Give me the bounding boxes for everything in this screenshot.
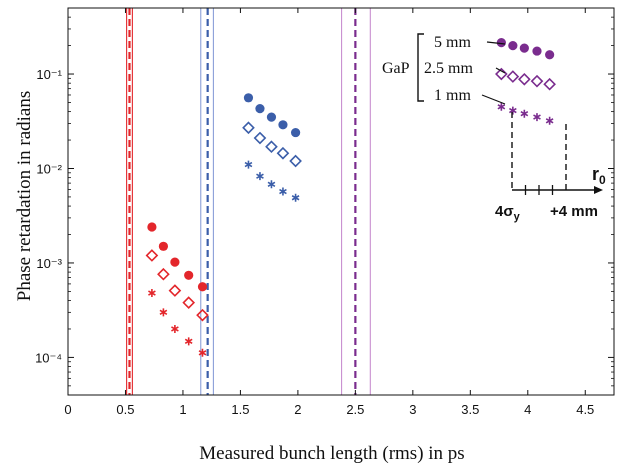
data-point-asterisk (497, 102, 506, 111)
data-point-dot (519, 43, 529, 53)
legend-pointer-2-5mm (495, 67, 506, 74)
x-tick-label: 1 (179, 402, 186, 417)
x-axis-title: Measured bunch length (rms) in ps (199, 443, 464, 464)
thickness-legend: GaP 5 mm 2.5 mm 1 mm (382, 33, 506, 105)
data-point-dot (532, 46, 542, 56)
data-point-diamond (289, 154, 302, 168)
data-point-diamond (530, 74, 544, 88)
data-point-dot (508, 40, 518, 51)
data-point-asterisk (159, 308, 168, 317)
data-point-dot (197, 282, 208, 292)
offset-label: +4 mm (550, 203, 598, 220)
x-tick-label: 1.5 (231, 402, 249, 417)
x-tick-label: 2 (294, 402, 301, 417)
data-point-dot (545, 50, 555, 60)
data-point-asterisk (291, 193, 300, 202)
y-tick-label: 10⁻¹ (36, 67, 62, 82)
data-point-dot (278, 120, 288, 130)
r0-label-sub: 0 (599, 173, 606, 187)
x-tick-label: 2.5 (346, 402, 364, 417)
r0-label-base: r (592, 164, 599, 184)
r0-arrow-head (594, 186, 603, 194)
x-tick-label: 0 (64, 402, 71, 417)
data-point-asterisk (256, 172, 264, 181)
data-point-asterisk (279, 187, 287, 196)
data-point-dot (184, 270, 194, 280)
data-point-diamond (196, 308, 209, 322)
r0-label: r0 (592, 164, 606, 187)
data-point-asterisk (545, 116, 554, 125)
x-tick-label: 4 (524, 402, 531, 417)
data-point-dot (290, 127, 301, 138)
legend-label-5mm: 5 mm (434, 34, 471, 51)
data-point-asterisk (267, 180, 276, 189)
data-point-asterisk (148, 289, 156, 298)
data-point-dot (255, 104, 265, 114)
data-point-diamond (276, 146, 290, 160)
data-point-diamond (265, 140, 278, 154)
data-point-dot (266, 112, 277, 122)
data-point-diamond (253, 131, 267, 145)
data-point-diamond (518, 72, 531, 86)
legend-label-2-5mm: 2.5 mm (424, 60, 473, 77)
data-point-dot (158, 241, 169, 251)
sigma-label-sub: y (514, 211, 521, 223)
data-point-asterisk (533, 113, 541, 122)
y-axis-title: Phase retardation in radians (14, 91, 35, 302)
data-point-diamond (168, 284, 182, 297)
legend-label-1mm: 1 mm (434, 87, 471, 104)
x-tick-label: 3.5 (461, 402, 479, 417)
y-tick-label: 10⁻⁴ (35, 350, 62, 365)
x-tick-label: 0.5 (116, 402, 134, 417)
sigma-label: 4σy (495, 203, 521, 223)
data-point-dot (496, 38, 506, 48)
legend-pointer-5mm (486, 41, 506, 45)
data-point-asterisk (508, 106, 517, 115)
data-point-dot (243, 93, 254, 103)
data-point-asterisk (198, 348, 207, 357)
legend-pointer-1mm (481, 94, 506, 105)
plot-frame (67, 7, 615, 396)
legend-material-label: GaP (382, 60, 410, 77)
data-point-dot (147, 222, 157, 232)
data-point-asterisk (171, 324, 179, 333)
sigma-label-main: 4σ (495, 203, 514, 220)
data-point-asterisk (520, 109, 529, 118)
data-point-diamond (506, 70, 520, 83)
x-tick-label: 3 (409, 402, 416, 417)
data-point-diamond (145, 249, 159, 262)
data-point-asterisk (244, 160, 253, 169)
data-point-diamond (182, 296, 196, 309)
r0-scale-inset: r0 4σy +4 mm (495, 112, 606, 223)
x-tick-label: 4.5 (576, 402, 594, 417)
data-point-asterisk (184, 337, 193, 346)
data-point-dot (170, 257, 180, 267)
y-tick-label: 10⁻³ (36, 256, 62, 271)
data-point-diamond (543, 77, 556, 91)
legend-bracket (417, 33, 424, 102)
data-point-diamond (242, 121, 255, 135)
data-point-diamond (157, 267, 170, 281)
y-tick-label: 10⁻² (36, 161, 62, 176)
